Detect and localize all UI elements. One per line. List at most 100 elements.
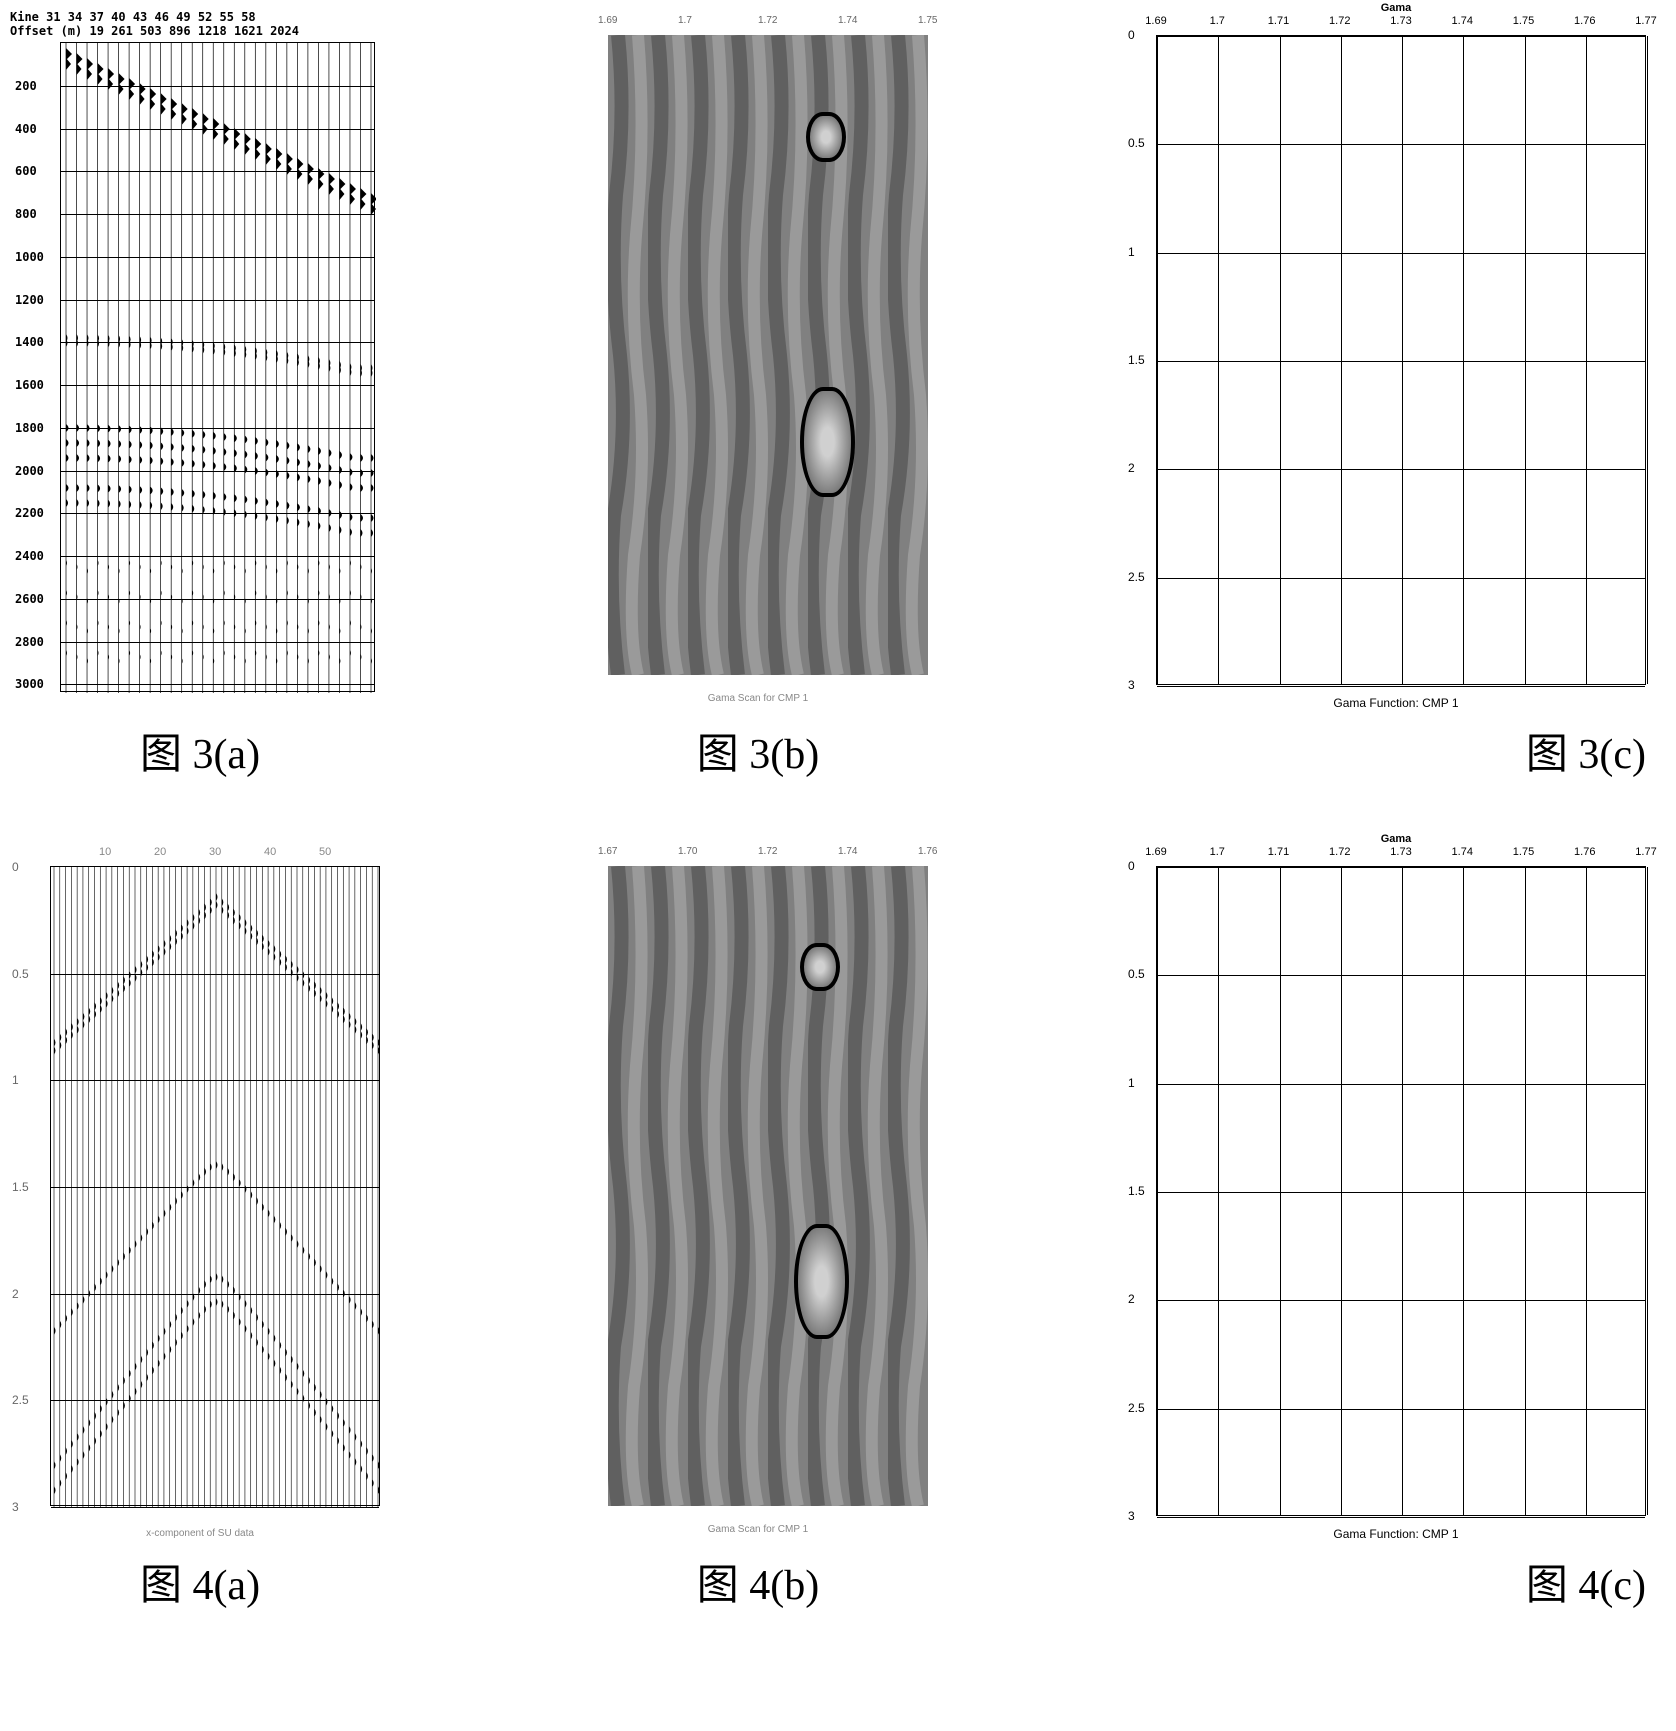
xlabel: 20 (154, 846, 166, 858)
header-line-1: Kine 31 34 37 40 43 46 49 52 55 58 (10, 10, 299, 24)
panel-3b: 1.69 1.7 1.72 1.74 1.75 Gama Scan for CMP 1 (558, 10, 958, 710)
seismic-4a: 1020304050 00.511.522.53 x-component of … (10, 841, 390, 1541)
gridline-h (1157, 686, 1645, 687)
xlabel: 1.69 (598, 15, 617, 26)
ylabel: 2.5 (1128, 1401, 1145, 1415)
panel-4a: 1020304050 00.511.522.53 x-component of … (10, 841, 390, 1541)
ylabel: 1 (1128, 245, 1135, 259)
gridline-h (1157, 469, 1645, 470)
xlabel: 1.74 (1452, 15, 1473, 27)
xlabel: 1.74 (838, 15, 857, 26)
heatmap-4b-plot (608, 866, 928, 1506)
figure-4-row: 1020304050 00.511.522.53 x-component of … (10, 841, 1666, 1541)
ylabel: 2800 (15, 635, 44, 649)
gridline-h (1157, 361, 1645, 362)
gridline-h (1157, 1517, 1645, 1518)
ylabel: 0 (1128, 859, 1135, 873)
panel-3a: Kine 31 34 37 40 43 46 49 52 55 58 Offse… (10, 10, 390, 710)
ylabel: 200 (15, 79, 37, 93)
heatmap-3b: 1.69 1.7 1.72 1.74 1.75 Gama Scan for CMP 1 (558, 10, 958, 710)
xlabel: 30 (209, 846, 221, 858)
heatmap-3b-caption: Gama Scan for CMP 1 (558, 693, 958, 704)
heatmap-4b: 1.671.701.721.741.76 Gama Scan for CMP 1 (558, 841, 958, 1541)
ylabel: 2400 (15, 549, 44, 563)
ylabel: 2200 (15, 506, 44, 520)
ylabel: 1200 (15, 293, 44, 307)
ylabel: 2 (1128, 461, 1135, 475)
ylabel: 3 (1128, 1509, 1135, 1523)
xlabel: 1.71 (1268, 15, 1289, 27)
xlabel: 50 (319, 846, 331, 858)
ylabel: 2 (12, 1287, 19, 1301)
caption-4b: 图 4(b) (558, 1551, 958, 1612)
xlabel: 1.7 (678, 15, 692, 26)
xlabel: 1.7 (1210, 846, 1225, 858)
gridline-h (1157, 1409, 1645, 1410)
gama-4c-caption: Gama Function: CMP 1 (1126, 1527, 1666, 1541)
ylabel: 1 (1128, 1076, 1135, 1090)
caption-3a: 图 3(a) (10, 720, 390, 781)
ylabel: 2600 (15, 592, 44, 606)
gridline-v (1218, 867, 1219, 1515)
gama-4c-title: Gama (1381, 833, 1412, 845)
gridline-v (1280, 36, 1281, 684)
xlabel: 1.72 (758, 15, 777, 26)
gama-grid-4c: Gama 1.691.71.711.721.731.741.751.761.77… (1126, 841, 1666, 1541)
ylabel: 2.5 (1128, 570, 1145, 584)
ylabel: 3 (12, 1500, 19, 1514)
seismic-traces (61, 43, 376, 693)
gridline-h (1157, 975, 1645, 976)
ylabel: 800 (15, 207, 37, 221)
ylabel: 1600 (15, 378, 44, 392)
gama-3c-title: Gama (1381, 2, 1412, 14)
gridline-h (1157, 578, 1645, 579)
xlabel: 1.69 (1145, 15, 1166, 27)
gridline-h (1157, 1192, 1645, 1193)
caption-4c: 图 4(c) (1126, 1551, 1666, 1612)
caption-4a: 图 4(a) (10, 1551, 390, 1612)
anomaly-blob-2 (800, 387, 855, 497)
gridline-h (1157, 253, 1645, 254)
xlabel: 1.72 (1329, 846, 1350, 858)
gridline-v (1157, 36, 1158, 684)
panel-3c: Gama 1.691.71.711.721.731.741.751.761.77… (1126, 10, 1666, 710)
ylabel: 1 (12, 1073, 19, 1087)
ylabel: 1000 (15, 250, 44, 264)
xlabel: 1.77 (1635, 846, 1656, 858)
anomaly-blob-2 (794, 1224, 849, 1339)
ylabel: 3000 (15, 677, 44, 691)
ylabel: 1.5 (1128, 353, 1145, 367)
ylabel: 0.5 (1128, 136, 1145, 150)
xlabel: 1.71 (1268, 846, 1289, 858)
caption-row-4: 图 4(a) 图 4(b) 图 4(c) (10, 1551, 1666, 1612)
gridline (51, 1507, 379, 1508)
ylabel: 400 (15, 122, 37, 136)
caption-row-3: 图 3(a) 图 3(b) 图 3(c) (10, 720, 1666, 781)
gama-3c-caption: Gama Function: CMP 1 (1126, 696, 1666, 710)
xlabel: 10 (99, 846, 111, 858)
xlabel: 40 (264, 846, 276, 858)
xlabel: 1.76 (1574, 846, 1595, 858)
xlabel: 1.76 (918, 846, 937, 857)
gridline-v (1525, 867, 1526, 1515)
xlabel: 1.75 (918, 15, 937, 26)
gridline-h (1157, 1084, 1645, 1085)
xlabel: 1.7 (1210, 15, 1225, 27)
gridline-v (1525, 36, 1526, 684)
pick-line (1402, 36, 1403, 684)
ylabel: 600 (15, 164, 37, 178)
gama-3c-plot (1156, 35, 1646, 685)
xlabel: 1.77 (1635, 15, 1656, 27)
anomaly-blob-1 (806, 112, 846, 162)
seismic-traces (51, 867, 381, 1507)
panel-4c: Gama 1.691.71.711.721.731.741.751.761.77… (1126, 841, 1666, 1541)
figure-3-row: Kine 31 34 37 40 43 46 49 52 55 58 Offse… (10, 10, 1666, 710)
caption-3c: 图 3(c) (1126, 720, 1666, 781)
xlabel: 1.72 (758, 846, 777, 857)
gridline-h (1157, 36, 1645, 37)
ylabel: 0.5 (12, 967, 29, 981)
gridline-v (1586, 867, 1587, 1515)
ylabel: 3 (1128, 678, 1135, 692)
heatmap-4b-caption: Gama Scan for CMP 1 (558, 1524, 958, 1535)
gridline-v (1586, 36, 1587, 684)
